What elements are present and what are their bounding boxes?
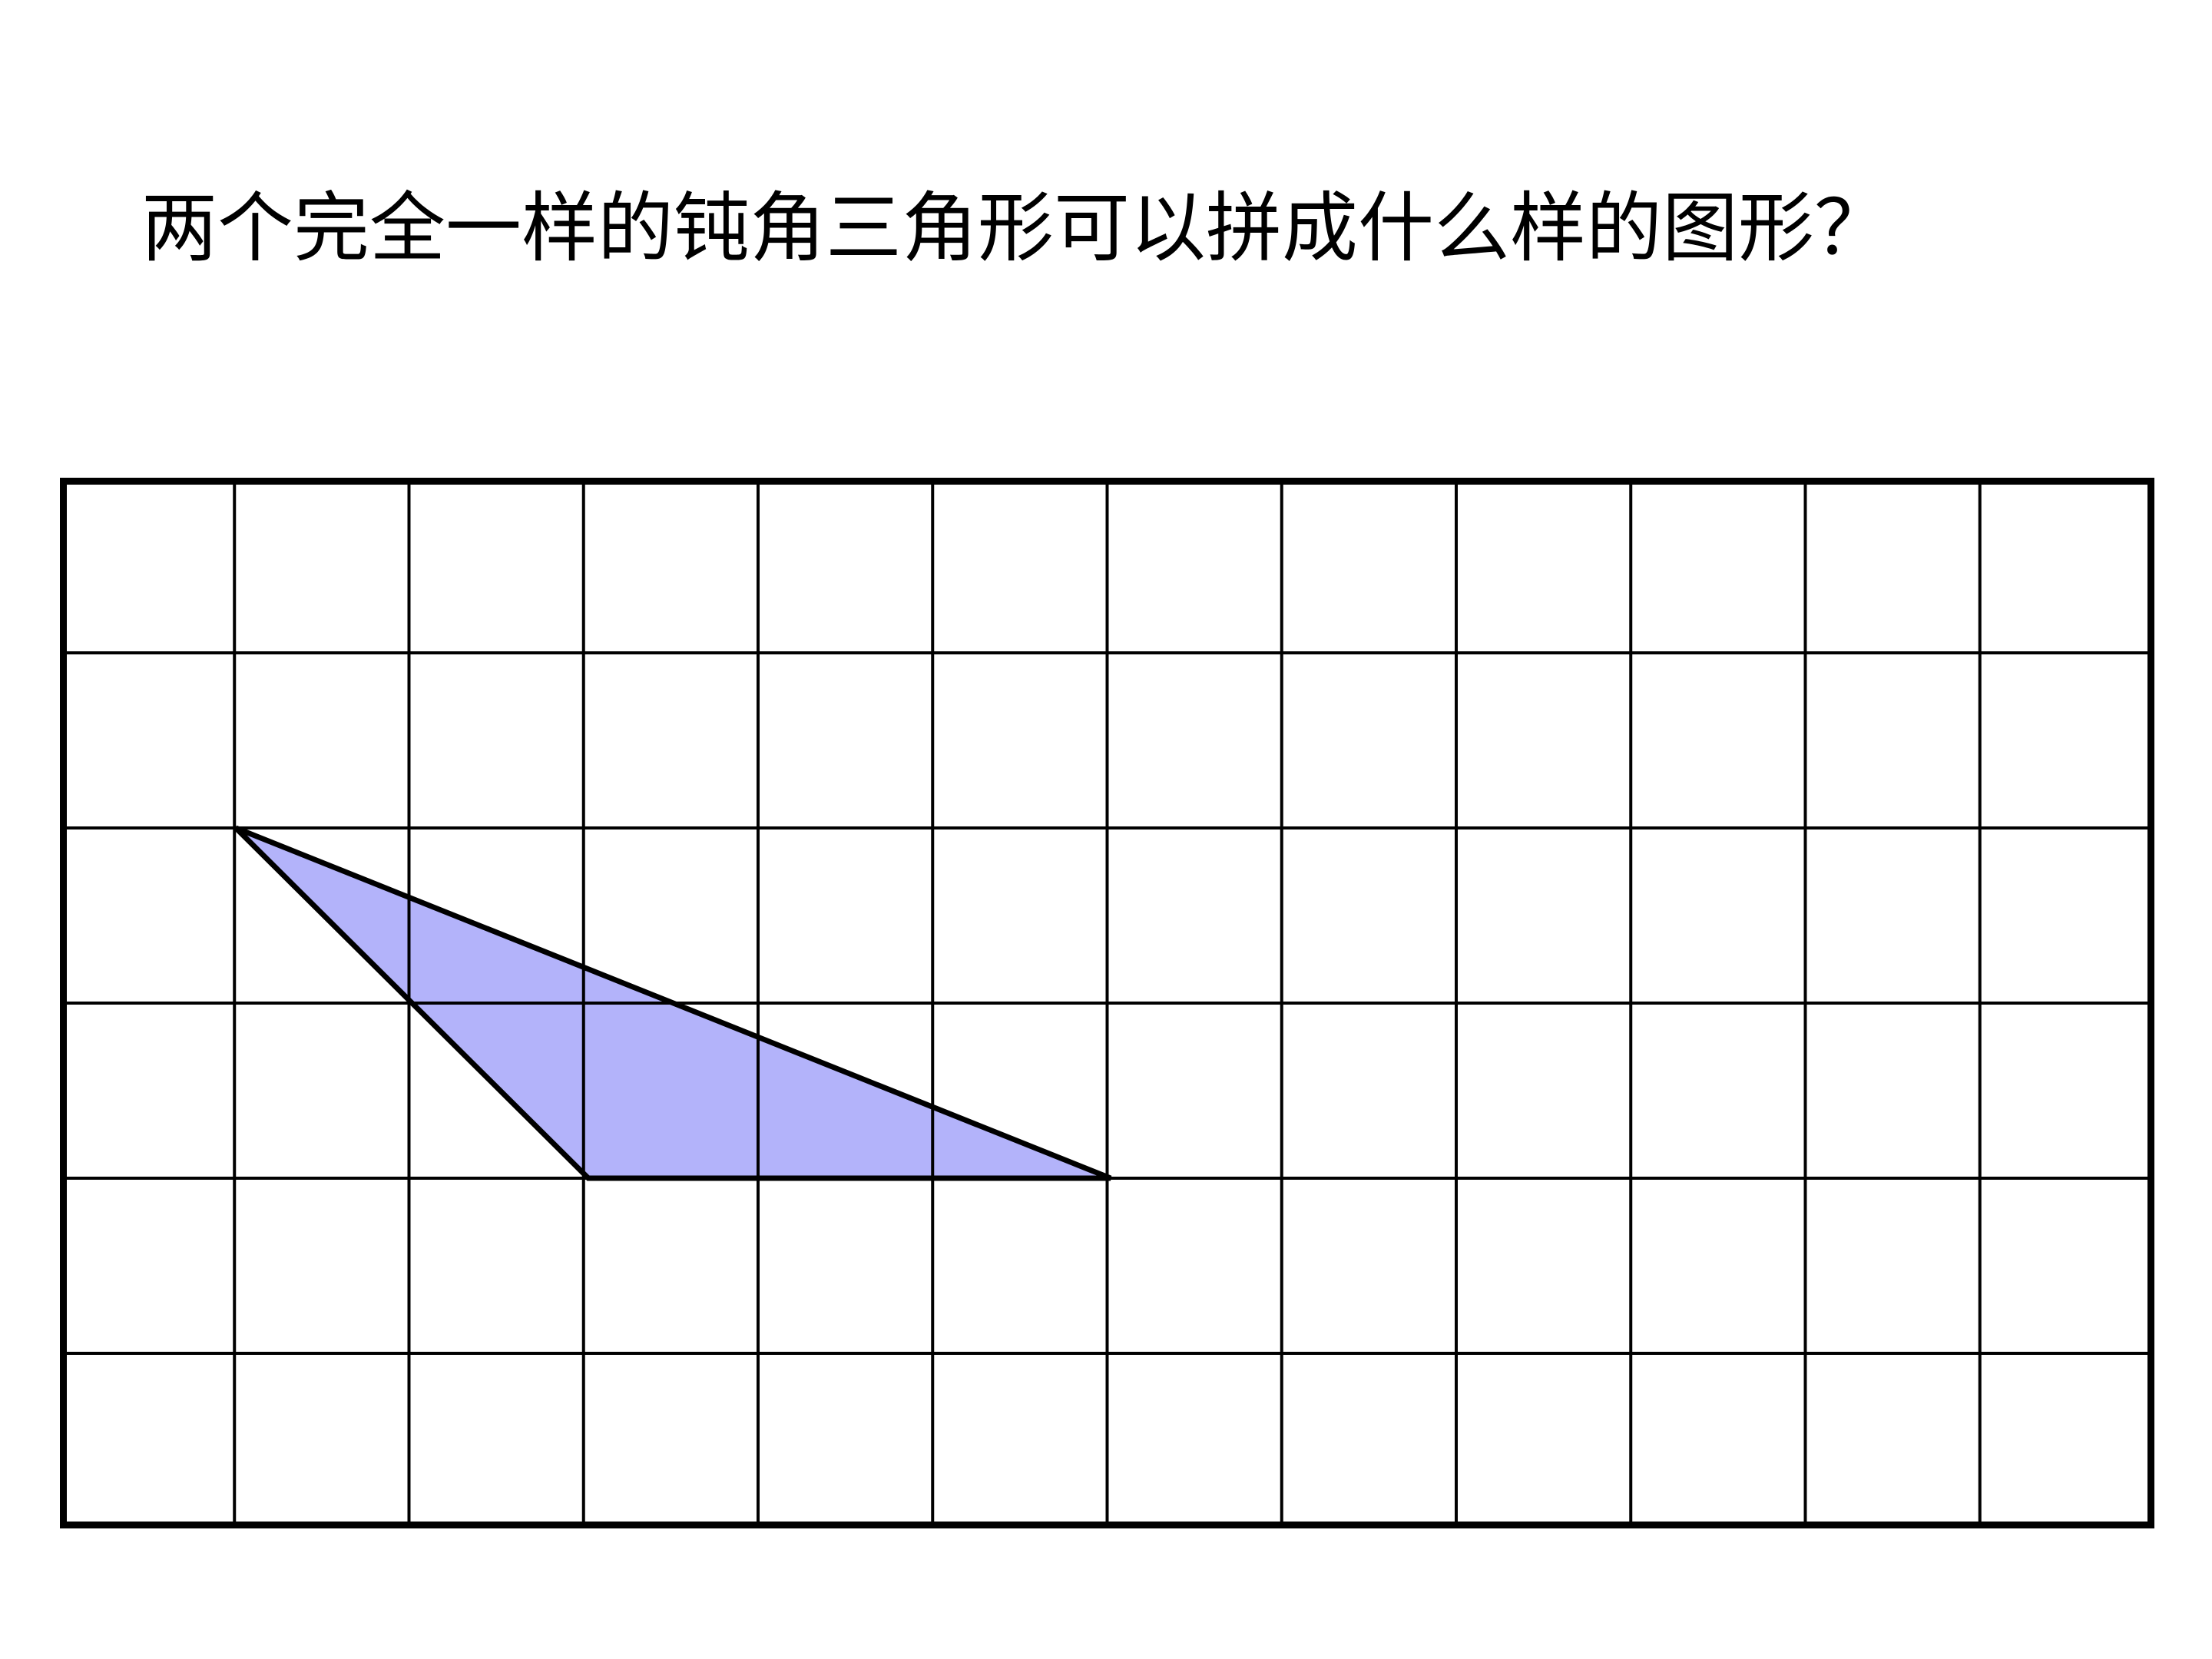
- grid-border: [60, 478, 2154, 1528]
- grid-lines: [60, 478, 2154, 1528]
- slide-title: 两个完全一样的钝角三角形可以拼成什么样的图形？: [141, 187, 1890, 271]
